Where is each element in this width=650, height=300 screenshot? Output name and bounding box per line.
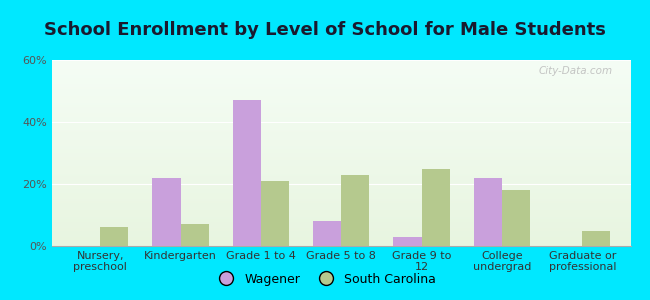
Bar	[341, 175, 369, 246]
Bar	[422, 169, 450, 246]
Legend: Wagener, South Carolina: Wagener, South Carolina	[209, 268, 441, 291]
Bar	[582, 230, 610, 246]
Text: School Enrollment by Level of School for Male Students: School Enrollment by Level of School for…	[44, 21, 606, 39]
Bar	[153, 178, 181, 246]
Bar	[502, 190, 530, 246]
Text: City-Data.com: City-Data.com	[539, 66, 613, 76]
Bar	[233, 100, 261, 246]
Bar	[474, 178, 502, 246]
Bar	[261, 181, 289, 246]
Bar	[100, 227, 128, 246]
Bar	[393, 237, 422, 246]
Bar	[313, 221, 341, 246]
Bar	[181, 224, 209, 246]
